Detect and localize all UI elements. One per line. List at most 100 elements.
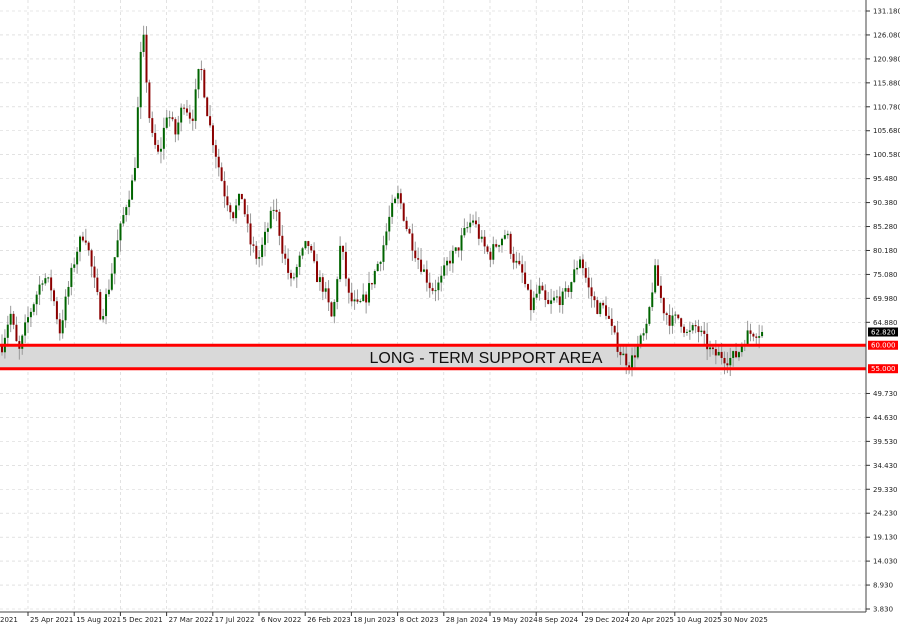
candle-body [512, 253, 515, 263]
candle-body [177, 122, 180, 135]
candle-body [587, 277, 590, 288]
candle-body [206, 97, 209, 117]
candle-body [500, 238, 503, 246]
candle-body [596, 300, 599, 314]
candle-body [246, 214, 249, 224]
candle-body [356, 299, 359, 302]
y-tick-label: 8.930 [873, 582, 893, 590]
candle-body [396, 193, 399, 199]
candle-body [616, 332, 619, 352]
candle-body [324, 288, 327, 292]
y-tick-label: 19.130 [873, 534, 898, 542]
x-tick-label: 19 May 2024 [492, 616, 538, 624]
x-axis-labels: 2021 25 Apr 2021 15 Aug 2021 5 Dec 2021 27 M… [0, 612, 768, 624]
x-tick-label: 18 Jun 2023 [353, 616, 395, 624]
candle-body [573, 269, 576, 283]
candle-body [740, 346, 743, 353]
candle-body [330, 302, 333, 317]
candle-body [232, 212, 235, 219]
support-zone-label: LONG - TERM SUPPORT AREA [370, 350, 603, 367]
candle-body [526, 284, 529, 290]
candle-body [53, 290, 56, 302]
candle-body [567, 288, 570, 292]
candle-body [651, 292, 654, 308]
y-axis-labels: 131.180 126.080 120.980 115.880 110.780 105.6… [866, 8, 900, 614]
candle-body [344, 251, 347, 279]
candle-body [417, 258, 420, 260]
candle-body [339, 245, 342, 280]
candle-body [648, 307, 651, 324]
candle-body [469, 222, 472, 228]
candle-body [633, 355, 636, 358]
y-tick-label: 105.680 [873, 127, 900, 135]
candle-body [237, 193, 240, 206]
candle-body [21, 335, 24, 349]
candle-body [625, 353, 628, 366]
candle-body [726, 363, 729, 366]
candle-body [128, 199, 131, 208]
candle-body [564, 288, 567, 292]
candle-body [607, 315, 610, 319]
candle-body [220, 167, 223, 181]
candle-body [194, 89, 197, 121]
candle-body [24, 322, 27, 336]
candle-body [252, 244, 255, 246]
x-tick-label: 26 Feb 2023 [307, 616, 351, 624]
candle-body [498, 245, 501, 247]
candle-body [709, 347, 712, 350]
candle-body [159, 148, 162, 152]
candle-body [521, 264, 524, 273]
x-tick-label: 2021 [0, 616, 18, 624]
candle-body [316, 261, 319, 283]
candle-body [503, 235, 506, 239]
candle-body [737, 352, 740, 358]
x-tick-label: 25 Apr 2021 [30, 616, 73, 624]
candle-body [261, 244, 264, 258]
candle-body [197, 69, 200, 90]
candle-body [495, 244, 498, 247]
y-tick-label: 14.030 [873, 558, 898, 566]
candle-body [119, 223, 122, 241]
candle-body [605, 305, 608, 316]
candle-body [440, 275, 443, 283]
candle-body [32, 304, 35, 312]
candle-body [529, 289, 532, 311]
candle-body [662, 297, 665, 314]
x-tick-label: 8 Oct 2023 [400, 616, 439, 624]
candle-body [188, 112, 191, 119]
x-tick-label: 8 Sep 2024 [538, 616, 578, 624]
candle-body [107, 289, 110, 295]
x-tick-label: 20 Apr 2025 [631, 616, 674, 624]
candle-body [81, 236, 84, 241]
candle-body [200, 69, 203, 71]
candle-body [645, 323, 648, 334]
candle-body [711, 347, 714, 350]
y-tick-label: 95.480 [873, 175, 898, 183]
candle-body [41, 283, 44, 285]
candle-body [729, 357, 732, 366]
candle-body [581, 259, 584, 269]
x-tick-label: 29 Dec 2024 [584, 616, 629, 624]
candle-body [555, 296, 558, 298]
candle-body [55, 301, 58, 320]
candle-body [720, 351, 723, 358]
candle-body [420, 259, 423, 272]
candle-body [174, 119, 177, 135]
x-tick-label: 28 Jan 2024 [446, 616, 489, 624]
candle-body [226, 196, 229, 206]
candle-body [287, 258, 290, 273]
y-tick-label: 64.880 [873, 319, 898, 327]
candle-body [388, 216, 391, 232]
candle-body [90, 250, 93, 267]
candle-body [84, 240, 87, 243]
candle-body [425, 269, 428, 283]
candle-body [532, 297, 535, 311]
candle-body [639, 335, 642, 345]
candle-body [431, 288, 434, 291]
candle-body [307, 241, 310, 247]
candle-body [685, 331, 688, 333]
candle-body [515, 260, 518, 263]
x-tick-label: 30 Nov 2025 [723, 616, 768, 624]
candle-body [87, 242, 90, 251]
